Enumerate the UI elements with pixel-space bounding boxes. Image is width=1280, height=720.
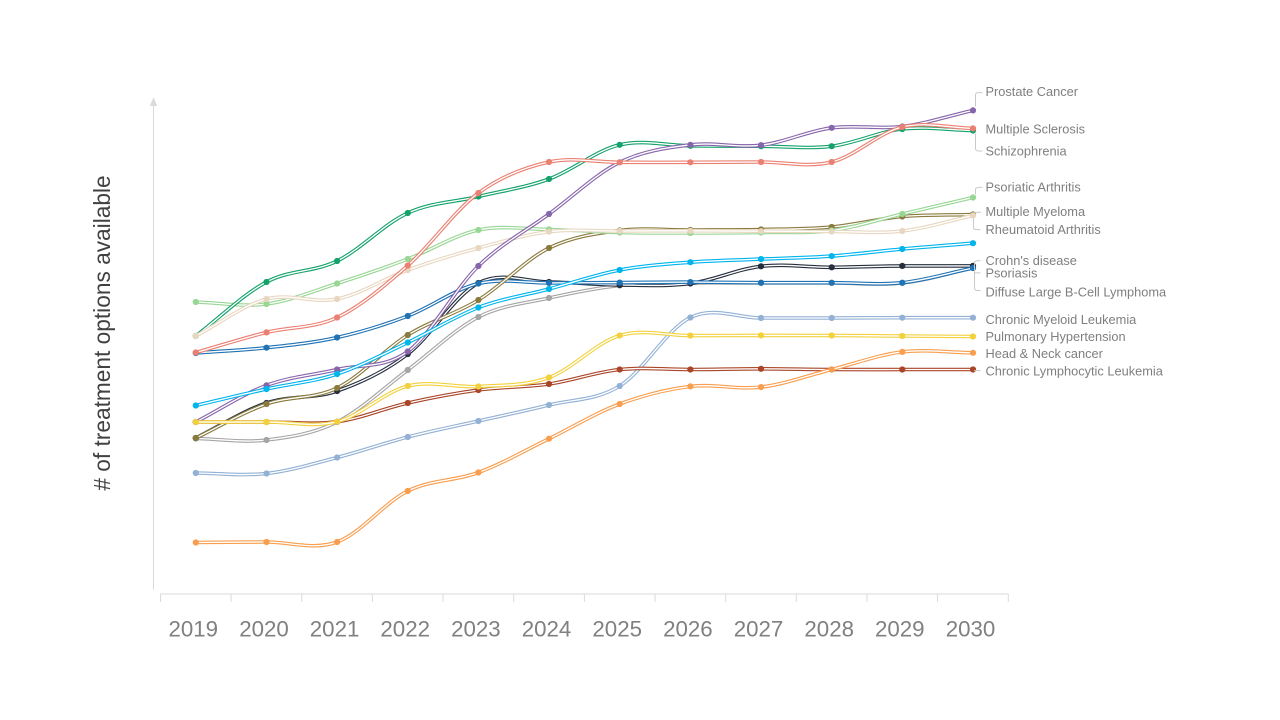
svg-text:Crohn's disease: Crohn's disease [986,253,1077,268]
svg-text:Psoriasis: Psoriasis [986,265,1038,280]
svg-text:2025: 2025 [592,617,642,642]
svg-text:Prostate Cancer: Prostate Cancer [986,84,1079,99]
svg-text:2030: 2030 [946,617,996,642]
svg-text:2029: 2029 [875,617,925,642]
svg-text:2026: 2026 [663,617,713,642]
svg-text:Rheumatoid Arthritis: Rheumatoid Arthritis [986,222,1101,237]
svg-text:2027: 2027 [734,617,784,642]
svg-text:Chronic Myeloid Leukemia: Chronic Myeloid Leukemia [986,312,1138,327]
svg-text:Multiple Myeloma: Multiple Myeloma [986,204,1086,219]
svg-text:2021: 2021 [310,617,360,642]
svg-text:2022: 2022 [380,617,430,642]
svg-text:Pulmonary Hypertension: Pulmonary Hypertension [986,329,1126,344]
svg-text:Schizophrenia: Schizophrenia [986,143,1068,158]
svg-text:Head & Neck cancer: Head & Neck cancer [986,346,1104,361]
svg-text:2019: 2019 [168,617,218,642]
svg-text:​# of treatment options availa: ​# of treatment options available [89,175,115,490]
svg-text:2024: 2024 [522,617,572,642]
svg-text:Chronic Lymphocytic Leukemia: Chronic Lymphocytic Leukemia [986,364,1164,379]
svg-text:Psoriatic Arthritis: Psoriatic Arthritis [986,180,1081,195]
svg-text:2020: 2020 [239,617,289,642]
svg-text:2028: 2028 [804,617,854,642]
svg-text:Diffuse Large B-Cell Lymphoma: Diffuse Large B-Cell Lymphoma [986,285,1168,300]
svg-text:Multiple Sclerosis: Multiple Sclerosis [986,122,1086,137]
svg-text:2023: 2023 [451,617,501,642]
